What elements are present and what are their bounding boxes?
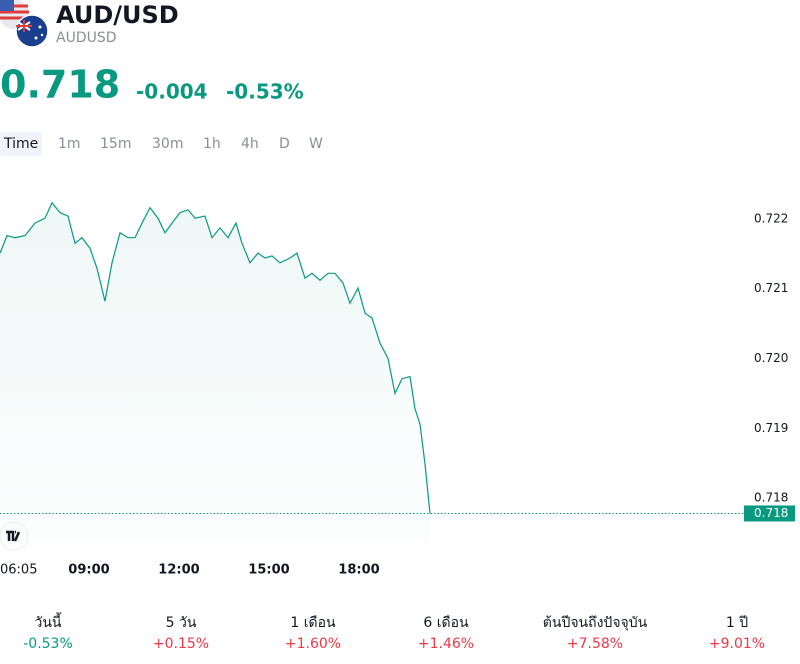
y-tick-label: 0.719 <box>754 421 788 435</box>
x-tick-label: 18:00 <box>338 563 379 578</box>
flag-icons <box>0 0 49 48</box>
symbol: AUD/USD <box>56 1 179 29</box>
x-tick-label: 06:05 <box>0 563 37 578</box>
interval-button[interactable]: 30m <box>152 136 183 152</box>
change: -0.004 <box>136 80 208 104</box>
period-change: -0.53% <box>23 636 73 652</box>
interval-button[interactable]: 1m <box>58 136 81 152</box>
period-change: +1.46% <box>418 636 474 652</box>
interval-button[interactable]: 15m <box>100 136 131 152</box>
period-change: +7.58% <box>567 636 623 652</box>
x-tick-label: 15:00 <box>248 563 289 578</box>
price-line <box>0 201 431 514</box>
interval-button[interactable]: 1h <box>203 136 221 152</box>
y-tick-label: 0.721 <box>754 281 788 295</box>
period-change: +0.15% <box>153 636 209 652</box>
area-fill <box>0 202 430 541</box>
y-tick-label: 0.722 <box>754 211 788 225</box>
period-label[interactable]: ต้นปีจนถึงปัจจุบัน <box>543 615 648 631</box>
interval-button[interactable]: W <box>309 136 323 152</box>
ticker: AUDUSD <box>56 30 117 46</box>
change-percent: -0.53% <box>226 80 304 104</box>
active-interval-bg <box>0 132 42 156</box>
interval-button[interactable]: D <box>279 136 290 152</box>
x-tick-label: 09:00 <box>68 563 109 578</box>
period-change: +1.60% <box>285 636 341 652</box>
period-change: +9.01% <box>709 636 765 652</box>
x-tick-label: 12:00 <box>158 563 199 578</box>
period-label[interactable]: 6 เดือน <box>423 615 469 631</box>
y-tick-label: 0.720 <box>754 351 788 365</box>
period-label[interactable]: 1 เดือน <box>290 615 336 631</box>
price: 0.718 <box>0 63 120 107</box>
period-label[interactable]: 5 วัน <box>166 615 197 631</box>
period-label[interactable]: 1 ปี <box>726 615 748 631</box>
period-label[interactable]: วันนี้ <box>34 612 62 631</box>
interval-button[interactable]: Time <box>3 136 38 152</box>
last-price-box <box>744 505 795 522</box>
y-tick-label: 0.718 <box>754 491 788 505</box>
interval-button[interactable]: 4h <box>241 136 259 152</box>
last-price-label: 0.718 <box>754 506 788 520</box>
